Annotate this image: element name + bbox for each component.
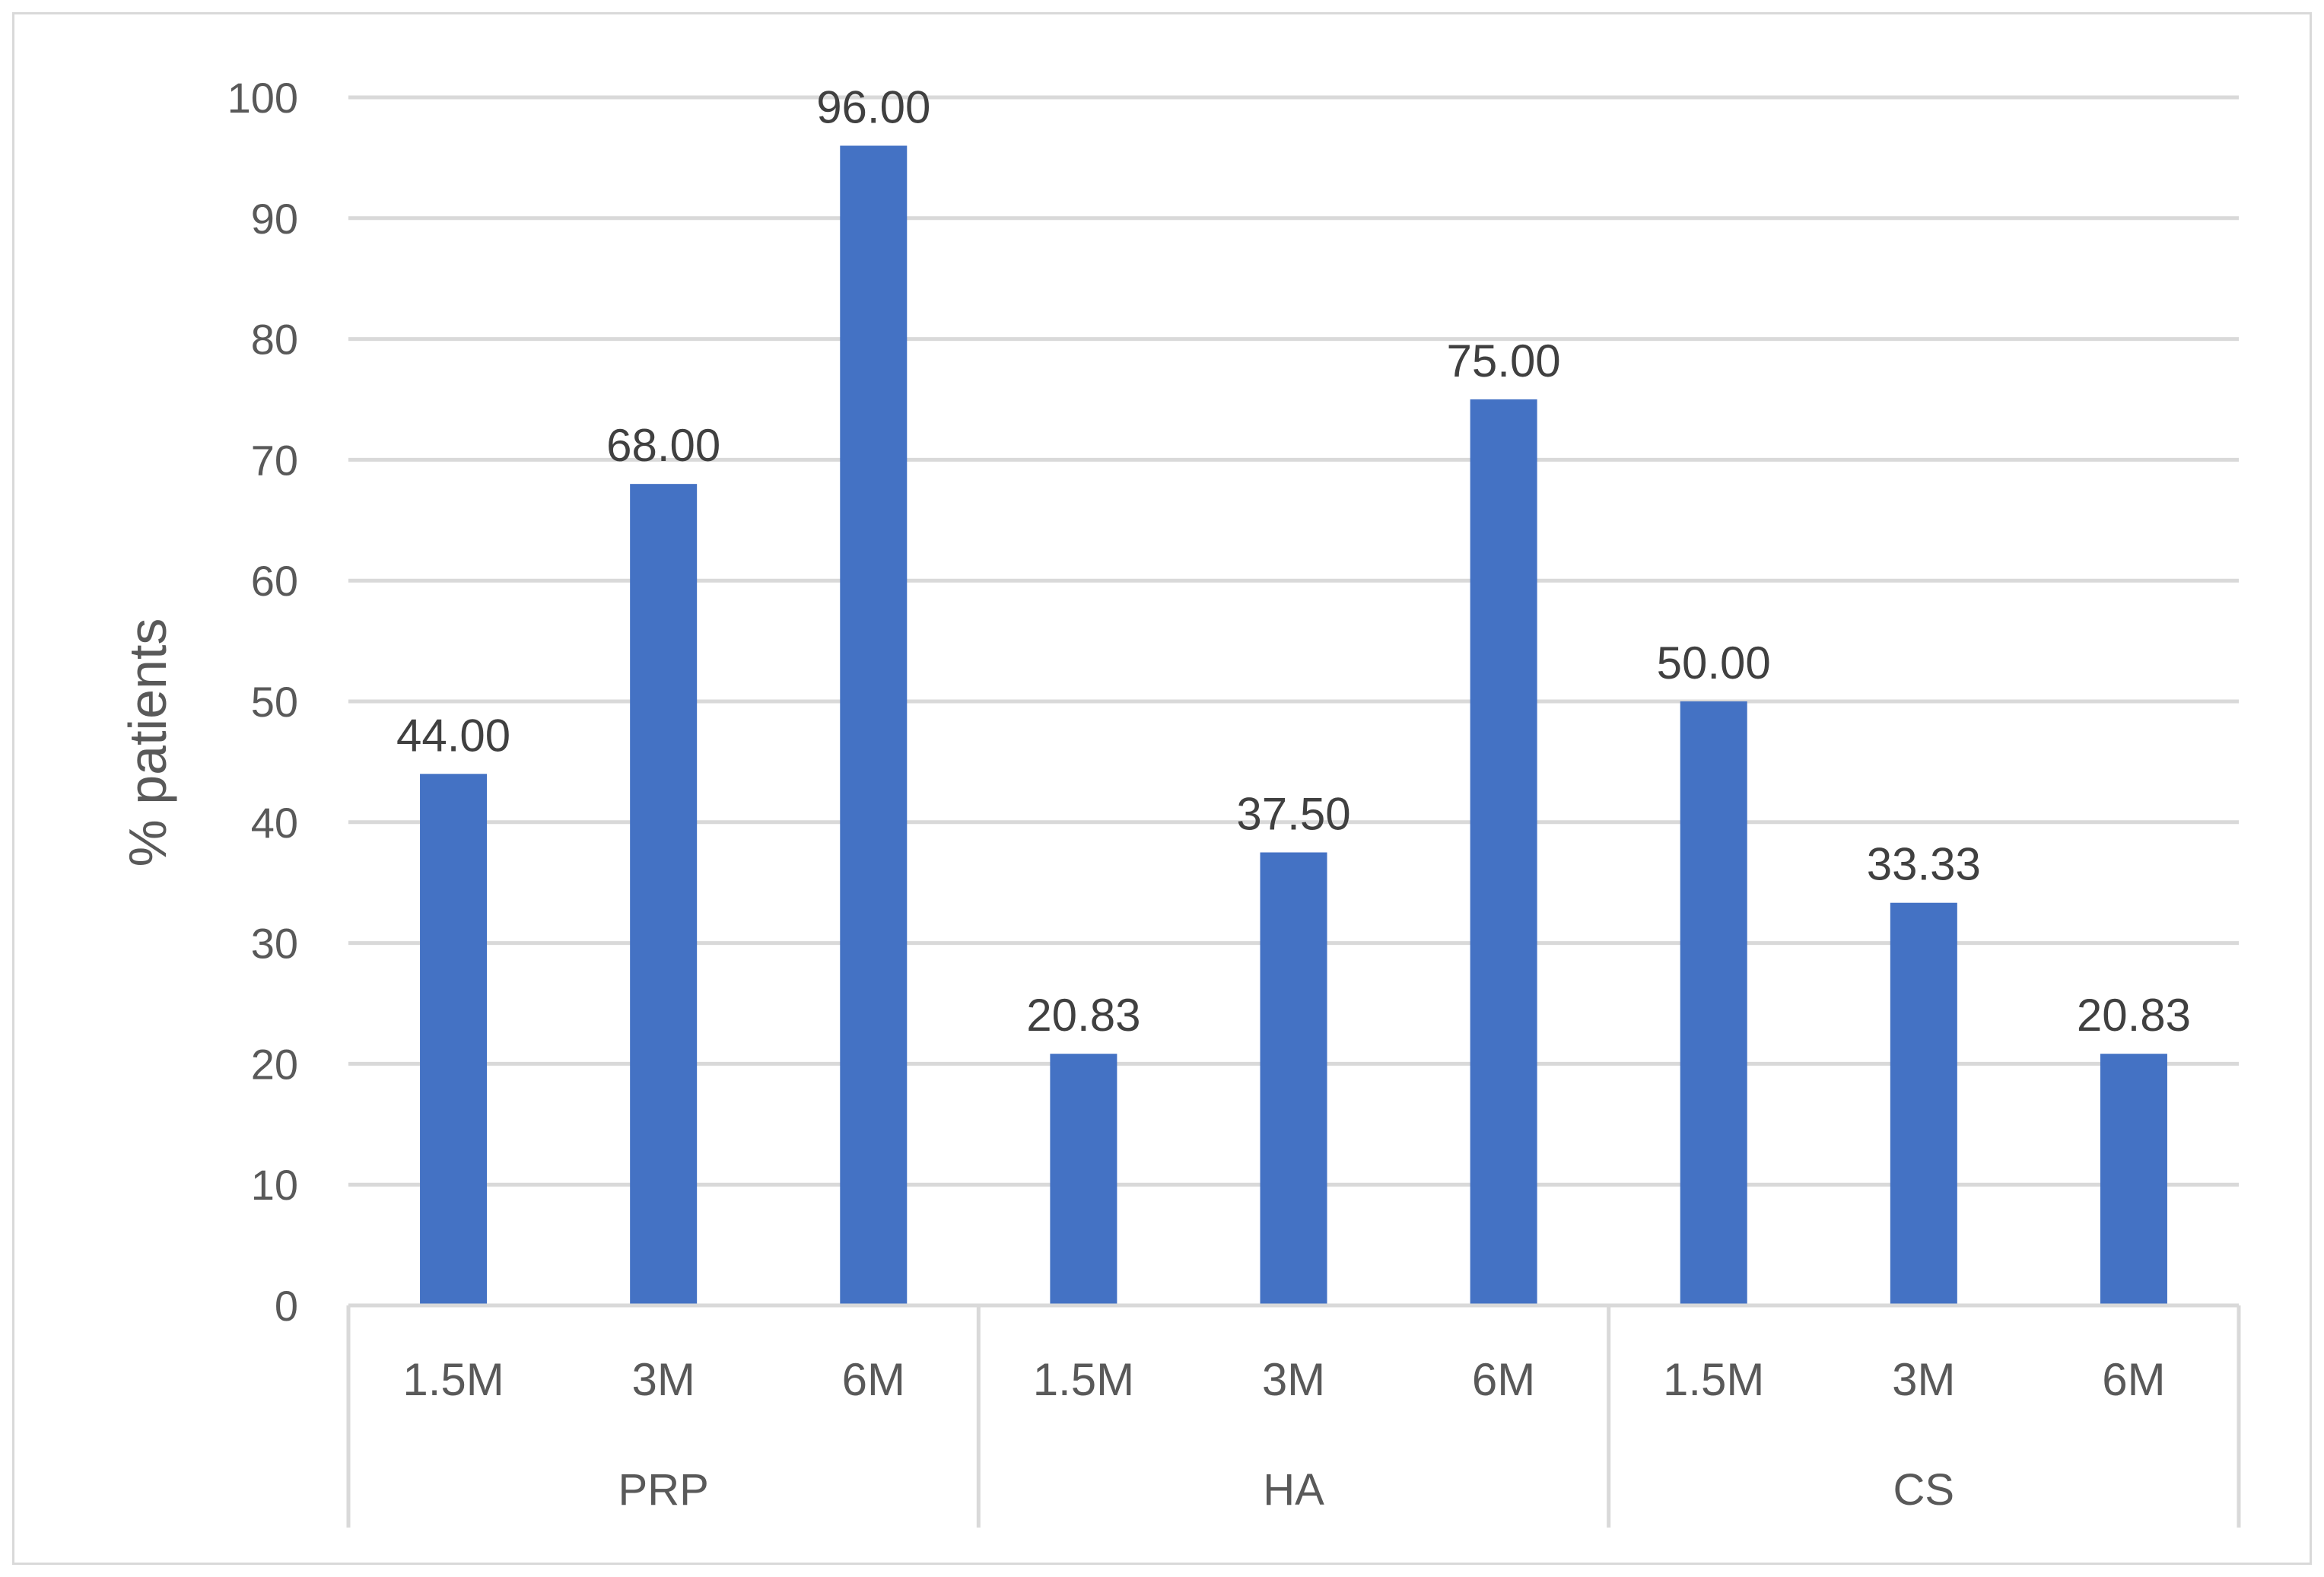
y-tick-label: 60 (251, 557, 298, 605)
y-tick-label: 100 (227, 74, 298, 122)
x-category-label: 6M (842, 1354, 905, 1405)
y-tick-label: 90 (251, 195, 298, 243)
bar (1470, 399, 1537, 1305)
y-tick-label: 80 (251, 316, 298, 364)
bars (420, 145, 2167, 1306)
data-label: 44.00 (396, 710, 510, 761)
data-label: 68.00 (606, 420, 720, 471)
bar (1680, 701, 1747, 1305)
data-label: 96.00 (816, 82, 930, 133)
x-category-label: 1.5M (1663, 1354, 1764, 1405)
y-axis-ticks: 0 10 20 30 40 50 60 70 80 90 100 (227, 74, 298, 1330)
x-group-label: CS (1893, 1465, 1955, 1515)
x-category-label: 6M (2102, 1354, 2165, 1405)
data-label: 50.00 (1657, 637, 1771, 688)
data-label: 20.83 (2077, 990, 2191, 1041)
x-category-label: 3M (1892, 1354, 1955, 1405)
x-category-label: 6M (1472, 1354, 1535, 1405)
bar (630, 484, 698, 1306)
bar (1890, 902, 1957, 1305)
bar (1260, 852, 1327, 1305)
data-labels: 44.00 68.00 96.00 20.83 37.50 75.00 50.00 33.33… (396, 82, 2191, 1041)
bar (840, 145, 908, 1305)
y-axis-title: % patients (118, 618, 177, 867)
y-tick-label: 0 (275, 1282, 298, 1330)
x-category-label: 1.5M (1033, 1354, 1134, 1405)
x-category-label: 3M (1262, 1354, 1325, 1405)
x-category-label: 3M (631, 1354, 695, 1405)
bar (2100, 1054, 2167, 1305)
y-tick-label: 10 (251, 1161, 298, 1209)
data-label: 37.50 (1236, 789, 1350, 840)
y-tick-label: 70 (251, 436, 298, 484)
data-label: 20.83 (1026, 990, 1140, 1041)
x-group-label: HA (1263, 1465, 1324, 1515)
bar (1050, 1054, 1117, 1305)
x-group-label: PRP (618, 1465, 709, 1515)
y-tick-label: 30 (251, 920, 298, 968)
data-label: 33.33 (1867, 839, 1981, 890)
y-tick-label: 50 (251, 678, 298, 726)
bar (420, 774, 488, 1305)
y-tick-label: 20 (251, 1040, 298, 1088)
y-tick-label: 40 (251, 799, 298, 847)
x-category-label: 1.5M (402, 1354, 504, 1405)
x-axis: 1.5M 3M 6M PRP 1.5M 3M 6M HA 1.5M 3M 6M CS (346, 1303, 2241, 1528)
data-label: 75.00 (1447, 335, 1561, 386)
